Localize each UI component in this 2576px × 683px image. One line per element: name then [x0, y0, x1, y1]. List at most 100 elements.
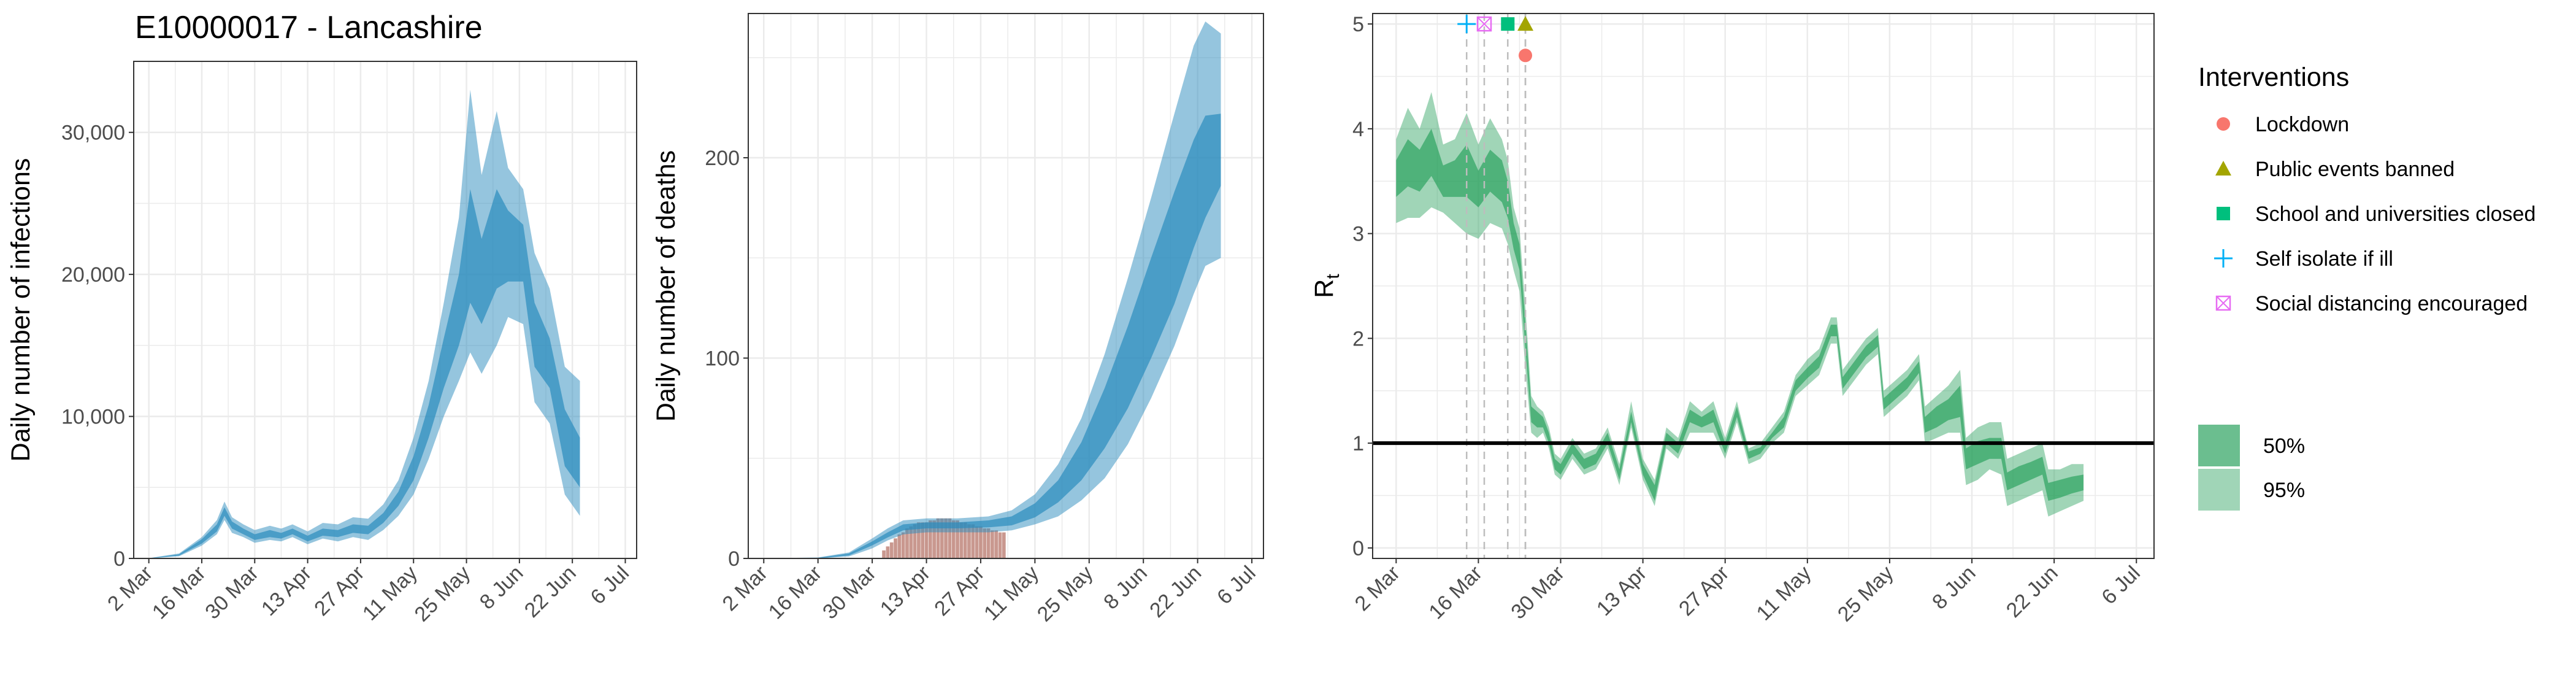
x-tick-label: 27 Apr: [310, 561, 369, 620]
observed-death-bar: [894, 538, 897, 558]
x-tick-label: 16 Mar: [148, 561, 210, 624]
observed-death-bar: [909, 526, 913, 558]
y-axis-title-sub: t: [1323, 274, 1343, 279]
observed-death-bar: [901, 532, 905, 558]
plot-area: [1373, 14, 2154, 558]
observed-death-bar: [932, 520, 936, 558]
observed-death-bar: [929, 520, 932, 558]
intervention-marker-circle: [1519, 48, 1533, 63]
legend-key-square: [2217, 207, 2230, 220]
y-tick-label: 200: [705, 147, 740, 170]
observed-death-bar: [967, 524, 971, 558]
observed-death-bar: [979, 526, 983, 558]
x-tick-label: 25 May: [1033, 561, 1098, 627]
x-tick-label: 22 Jun: [520, 561, 581, 622]
x-tick-label: 25 May: [410, 561, 475, 627]
x-tick-label: 22 Jun: [2002, 561, 2063, 622]
y-tick-label: 0: [113, 547, 125, 571]
observed-death-bar: [913, 524, 917, 558]
x-tick-label: 27 Apr: [930, 561, 989, 620]
y-axis-title: Daily number of deaths: [651, 150, 681, 422]
observed-death-bar: [921, 522, 925, 558]
y-tick-label: 30,000: [61, 122, 125, 145]
legend-key-boxx: [2215, 295, 2231, 311]
y-tick-label: 5: [1352, 13, 1364, 36]
x-tick-label: 30 Mar: [201, 561, 263, 624]
panel-3: 0 1 2 3 4 5 2 Mar 16 Mar 30 Mar 13 Apr 27 Apr 11 Ma…: [1309, 13, 2155, 627]
legend-label: Self isolate if ill: [2255, 247, 2393, 271]
chart-title: E10000017 - Lancashire: [135, 10, 483, 45]
x-tick-label: 25 May: [1833, 561, 1898, 627]
x-tick-label: 8 Jun: [1099, 561, 1152, 614]
plot-border: [133, 61, 637, 559]
legend-label: Lockdown: [2255, 113, 2349, 136]
observed-death-bar: [917, 522, 921, 558]
x-tick-label: 30 Mar: [818, 561, 881, 624]
observed-death-bar: [889, 542, 894, 558]
y-tick-label: 20,000: [61, 263, 125, 287]
plot-area: [148, 90, 580, 558]
observed-death-bar: [963, 522, 967, 558]
legend-title: Interventions: [2198, 63, 2349, 92]
y-axis-title: Daily number of infections: [6, 158, 36, 462]
x-tick-label: 13 Apr: [1592, 561, 1651, 620]
plot-border: [748, 13, 1264, 559]
x-tick-label: 11 May: [979, 561, 1043, 625]
credible-band-50: [148, 189, 580, 558]
x-tick-label: 13 Apr: [876, 561, 935, 620]
x-tick-label: 22 Jun: [1145, 561, 1206, 622]
observed-death-bar: [959, 522, 964, 558]
x-tick-label: 8 Jun: [1928, 561, 1980, 614]
x-tick-label: 2 Mar: [1351, 561, 1405, 615]
x-tick-label: 16 Mar: [764, 561, 827, 624]
legend-band-label: 50%: [2263, 434, 2305, 458]
legend-key-plus: [2214, 249, 2233, 268]
observed-death-bar: [948, 518, 952, 558]
observed-death-bar: [994, 530, 999, 558]
observed-death-bar: [956, 520, 959, 558]
x-tick-label: 11 May: [1752, 561, 1816, 625]
intervention-marker-boxx: [1476, 16, 1492, 32]
observed-death-bar: [882, 550, 886, 558]
intervention-marker-triangle: [1517, 16, 1534, 31]
intervention-marker-square: [1501, 17, 1515, 31]
observed-death-bar: [951, 520, 956, 558]
x-tick-label: 27 Apr: [1674, 561, 1733, 620]
y-tick-label: 100: [705, 347, 740, 371]
observed-death-bar: [944, 518, 948, 558]
observed-death-bar: [940, 518, 944, 558]
x-tick-label: 11 May: [358, 561, 422, 625]
intervention-marker-plus: [1457, 15, 1476, 34]
x-tick-label: 6 Jul: [586, 561, 634, 609]
plot-background: [134, 61, 637, 558]
y-tick-label: 0: [728, 547, 740, 571]
x-tick-label: 30 Mar: [1506, 561, 1569, 624]
x-tick-label: 6 Jul: [1213, 561, 1260, 609]
credible-band-50: [1396, 128, 2084, 501]
observed-death-bar: [1002, 532, 1006, 558]
y-tick-label: 4: [1352, 118, 1364, 141]
legend-label: School and universities closed: [2255, 203, 2536, 226]
observed-death-bar: [897, 534, 902, 558]
plot-area: [764, 21, 1221, 558]
observed-death-bar: [971, 524, 975, 558]
y-tick-label: 1: [1352, 432, 1364, 455]
y-axis-title: Rt: [1309, 274, 1343, 298]
legend-label: Public events banned: [2255, 158, 2455, 181]
y-tick-label: 2: [1352, 327, 1364, 350]
legend-band-label: 95%: [2263, 479, 2305, 502]
credible-band-50: [764, 114, 1221, 558]
plot-border: [1372, 13, 2155, 559]
observed-death-bar: [983, 528, 987, 558]
x-tick-label: 16 Mar: [1424, 561, 1487, 624]
y-tick-label: 3: [1352, 223, 1364, 246]
x-tick-label: 13 Apr: [257, 561, 316, 620]
legend-band-swatch: [2198, 469, 2240, 511]
x-tick-label: 6 Jul: [2097, 561, 2145, 609]
legend-band-swatch: [2198, 425, 2240, 466]
observed-death-bar: [986, 528, 991, 558]
observed-death-bar: [924, 522, 929, 558]
